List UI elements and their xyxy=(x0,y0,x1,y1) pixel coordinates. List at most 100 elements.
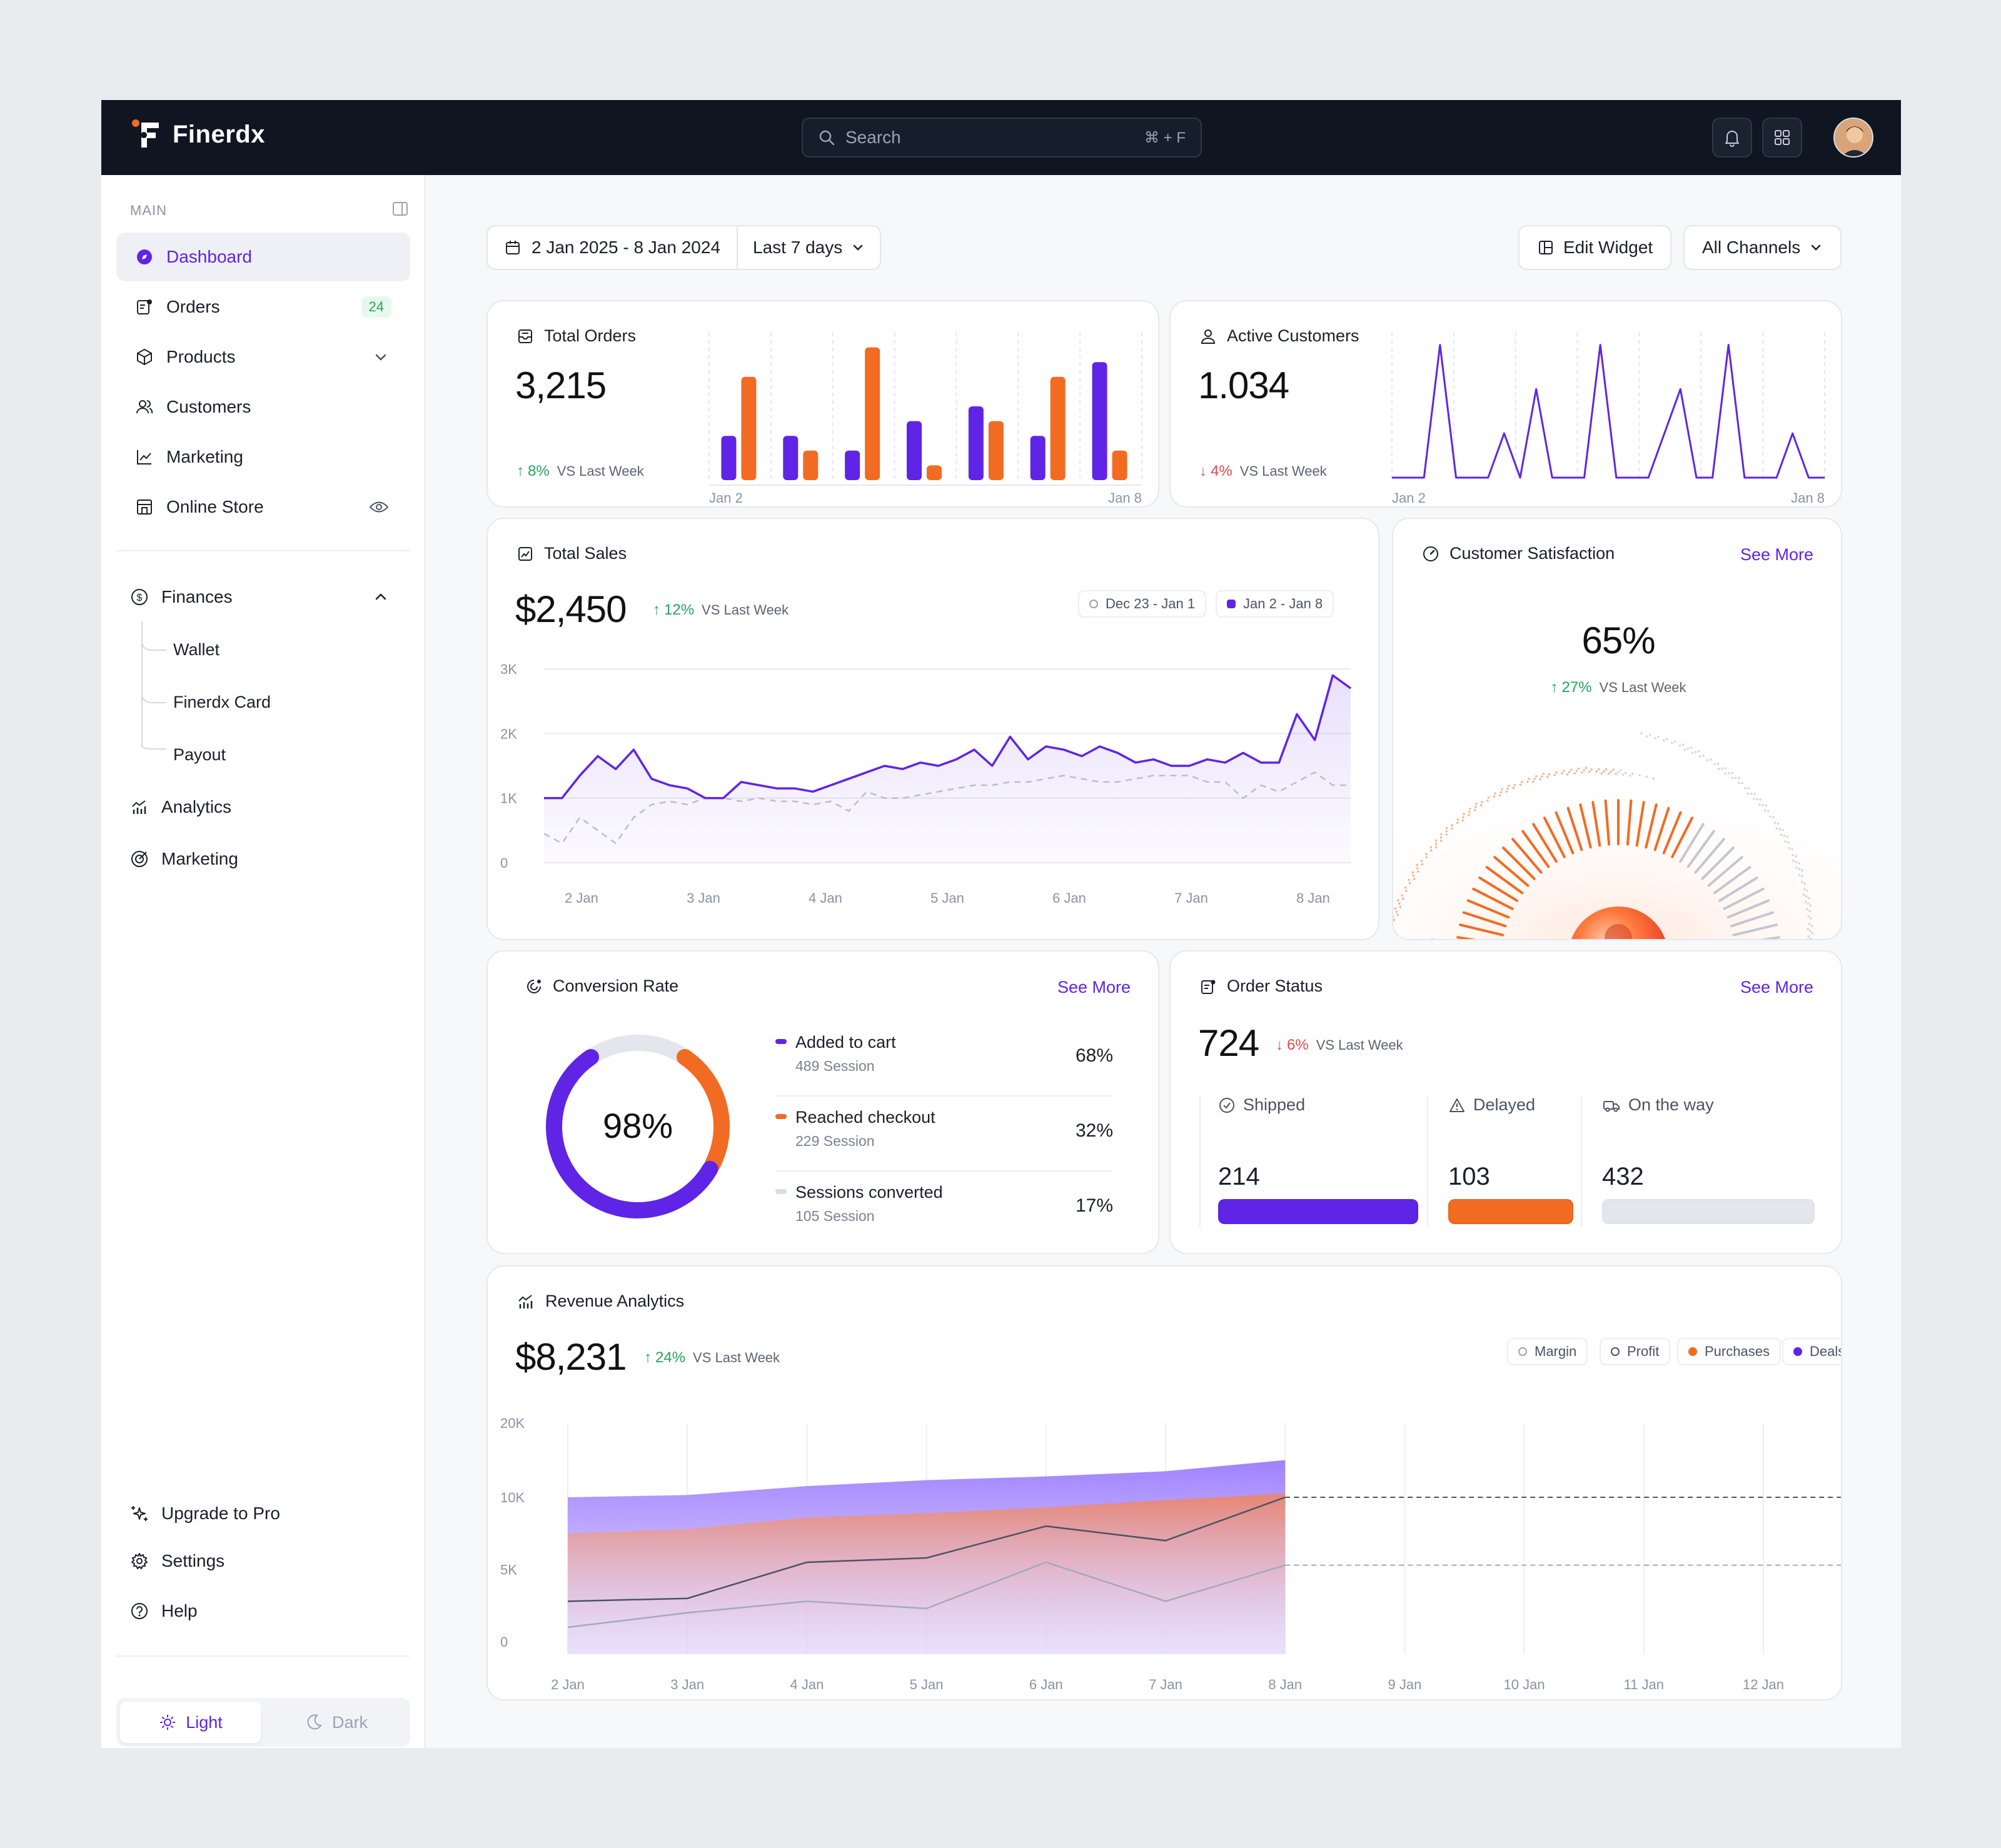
x-tick-label: 8 Jan xyxy=(1268,1677,1302,1692)
chevron-down-icon[interactable] xyxy=(373,349,389,365)
gauge-dot xyxy=(1421,863,1424,866)
notifications-button[interactable] xyxy=(1712,118,1752,158)
channels-select[interactable]: All Channels xyxy=(1683,225,1842,270)
sidebar-item-help[interactable]: Help xyxy=(116,1587,410,1635)
order-status-see-more-link[interactable]: See More xyxy=(1740,978,1813,997)
satisfaction-see-more-link[interactable]: See More xyxy=(1740,545,1813,564)
grid-icon xyxy=(1775,130,1790,145)
status-label: Delayed xyxy=(1473,1095,1536,1114)
gauge-dot xyxy=(1753,793,1756,795)
sidebar-item-label: Settings xyxy=(161,1551,225,1570)
collapse-sidebar-button[interactable] xyxy=(391,200,409,221)
search-box[interactable]: ⌘ + F xyxy=(802,118,1202,158)
orb-person-head xyxy=(1605,924,1632,939)
gauge-tick xyxy=(1726,899,1770,919)
row-label: Sessions converted xyxy=(795,1183,943,1202)
gauge-dot xyxy=(1505,790,1508,793)
gauge-dot xyxy=(1738,776,1740,780)
check-circle-icon xyxy=(1219,1097,1234,1113)
gauge-dot xyxy=(1445,826,1448,830)
legend-deals[interactable]: Deals xyxy=(1782,1338,1841,1365)
help-icon xyxy=(131,1603,148,1619)
gauge-dot xyxy=(1780,833,1783,836)
apps-button[interactable] xyxy=(1762,118,1802,158)
sidebar-item-marketing[interactable]: Marketing xyxy=(116,433,410,481)
sidebar-item-analytics[interactable]: Analytics xyxy=(116,783,410,831)
legend-purchases[interactable]: Purchases xyxy=(1677,1338,1781,1365)
revenue-line-profit xyxy=(567,1561,1286,1629)
date-range-button[interactable]: 2 Jan 2025 - 8 Jan 2024 xyxy=(488,226,738,269)
sidebar-item-label: Online Store xyxy=(166,497,264,516)
sidebar-item-marketing-2[interactable]: Marketing xyxy=(116,835,410,883)
gauge-dot xyxy=(1681,743,1685,746)
sidebar-item-products[interactable]: Products xyxy=(116,333,410,381)
gauge-dot xyxy=(1713,763,1716,766)
sidebar-subitem-finerdx-card[interactable]: Finerdx Card xyxy=(173,693,271,711)
legend-margin[interactable]: Margin xyxy=(1507,1338,1588,1365)
chart-up-icon xyxy=(518,546,532,561)
gauge-dot xyxy=(1804,900,1807,903)
gauge-dot xyxy=(1590,768,1593,771)
legend-current-period[interactable]: Jan 2 - Jan 8 xyxy=(1216,590,1334,618)
light-theme-button[interactable]: Light xyxy=(120,1702,261,1743)
gauge-dot xyxy=(1475,802,1478,805)
sidebar-item-settings[interactable]: Settings xyxy=(116,1537,410,1585)
y-tick-label: 20K xyxy=(500,1415,525,1431)
gauge-dot xyxy=(1654,737,1656,740)
gauge-dot xyxy=(1487,796,1490,799)
sidebar-subitem-payout[interactable]: Payout xyxy=(173,745,226,764)
satisfaction-delta: ↑ 27% VS Last Week xyxy=(1393,679,1841,696)
legend-previous-period[interactable]: Dec 23 - Jan 1 xyxy=(1078,590,1207,618)
column-divider xyxy=(1581,1095,1582,1227)
logo[interactable]: Finerdx xyxy=(130,118,265,151)
sidebar-item-online-store[interactable]: Online Store xyxy=(116,483,410,531)
gauge-tick xyxy=(1679,823,1705,863)
sidebar-item-upgrade[interactable]: Upgrade to Pro xyxy=(116,1489,410,1538)
period-select[interactable]: Last 7 days xyxy=(738,226,880,269)
vs-label: VS Last Week xyxy=(1316,1037,1403,1053)
gauge-dot xyxy=(1724,772,1727,775)
gauge-dot xyxy=(1408,878,1411,881)
gauge-dot xyxy=(1605,768,1608,771)
warning-icon xyxy=(1449,1098,1464,1112)
gauge-dot xyxy=(1763,809,1767,812)
gauge-dot xyxy=(1778,828,1781,831)
sidebar-item-finances[interactable]: $ Finances xyxy=(116,573,410,621)
eye-icon[interactable] xyxy=(369,499,389,515)
status-bar-delayed xyxy=(1448,1199,1573,1224)
gauge-dot xyxy=(1773,821,1777,825)
revenue-analytics-card: Revenue Analytics $8,231 ↑ 24% VS Last Wee… xyxy=(486,1265,1842,1700)
conversion-see-more-link[interactable]: See More xyxy=(1057,978,1131,997)
revenue-delta: ↑ 24% VS Last Week xyxy=(644,1349,780,1367)
gauge-dot xyxy=(1519,783,1522,786)
gauge-dot xyxy=(1624,771,1627,775)
gauge-dot xyxy=(1546,776,1549,778)
conversion-value: 98% xyxy=(603,1106,673,1145)
gauge-dot xyxy=(1706,759,1709,761)
sidebar-item-orders[interactable]: Orders 24 xyxy=(116,283,410,331)
sidebar-item-dashboard[interactable]: Dashboard xyxy=(116,233,410,281)
gauge-dot xyxy=(1808,922,1811,925)
sidebar-item-customers[interactable]: Customers xyxy=(116,383,410,431)
sidebar-item-label: Marketing xyxy=(166,447,243,466)
gauge-dot xyxy=(1533,778,1536,780)
total-orders-card: Total Orders 3,215 ↑ 8% VS Last Week Jan 2… xyxy=(486,300,1159,508)
gauge-tick xyxy=(1521,830,1550,868)
row-sub: 229 Session xyxy=(795,1133,875,1149)
chevron-down-icon xyxy=(1811,244,1821,251)
legend-profit[interactable]: Profit xyxy=(1600,1338,1671,1365)
sales-line-current xyxy=(544,674,1352,800)
gauge-dot xyxy=(1811,932,1814,935)
chevron-up-icon[interactable] xyxy=(373,589,389,605)
sidebar-subitem-wallet[interactable]: Wallet xyxy=(173,640,220,659)
analytics-icon xyxy=(518,1294,533,1308)
user-avatar[interactable] xyxy=(1833,118,1873,158)
conversion-icon xyxy=(527,979,541,993)
gauge-dot xyxy=(1451,824,1453,826)
dark-theme-button[interactable]: Dark xyxy=(266,1702,406,1743)
dashboard-icon xyxy=(137,249,152,264)
active-customers-card: Active Customers 1.034 ↓ 4% VS Last Week J… xyxy=(1169,300,1842,508)
search-input[interactable] xyxy=(845,128,1134,148)
active-customers-chart: Jan 2 Jan 8 xyxy=(1391,333,1825,506)
edit-widget-button[interactable]: Edit Widget xyxy=(1518,225,1672,270)
